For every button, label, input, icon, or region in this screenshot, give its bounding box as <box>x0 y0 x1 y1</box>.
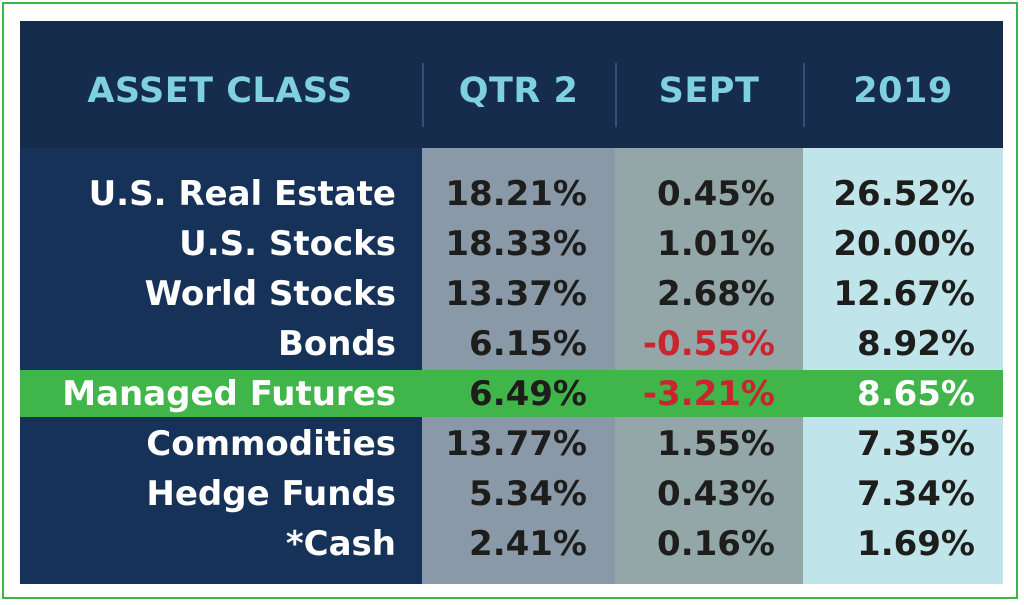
asset-class-cell: Managed Futures <box>62 374 396 414</box>
highlight-row-band <box>20 370 1003 417</box>
asset-class-cell: U.S. Stocks <box>179 224 396 264</box>
sept-cell: 2.68% <box>657 274 775 314</box>
y2019-cell: 7.34% <box>857 474 975 514</box>
y2019-cell: 7.35% <box>857 424 975 464</box>
sept-cell: 1.01% <box>657 224 775 264</box>
qtr2-column-bg <box>422 148 615 584</box>
sept-cell: 0.16% <box>657 524 775 564</box>
qtr2-cell: 6.15% <box>469 324 587 364</box>
qtr2-cell: 5.34% <box>469 474 587 514</box>
sept-cell: 0.45% <box>657 174 775 214</box>
label-column-bg <box>20 148 422 584</box>
header-qtr2: QTR 2 <box>458 71 579 111</box>
header-divider <box>615 63 617 127</box>
y2019-column-bg <box>803 148 1003 584</box>
qtr2-cell: 6.49% <box>469 374 587 414</box>
y2019-cell: 8.92% <box>857 324 975 364</box>
asset-class-cell: U.S. Real Estate <box>88 174 396 214</box>
table-header <box>20 21 1003 148</box>
qtr2-cell: 18.33% <box>445 224 587 264</box>
outer-frame <box>2 2 1018 599</box>
returns-table: ASSET CLASS QTR 2 SEPT 2019 U.S. Real Es… <box>20 21 1003 584</box>
header-divider <box>803 63 805 127</box>
asset-class-cell: World Stocks <box>144 274 396 314</box>
sept-column-bg <box>615 148 803 584</box>
y2019-cell: 8.65% <box>857 374 975 414</box>
qtr2-cell: 13.37% <box>445 274 587 314</box>
asset-class-cell: Hedge Funds <box>146 474 396 514</box>
sept-cell: 1.55% <box>657 424 775 464</box>
sept-cell: -3.21% <box>642 374 775 414</box>
header-divider <box>422 63 424 127</box>
qtr2-cell: 2.41% <box>469 524 587 564</box>
sept-cell: -0.55% <box>642 324 775 364</box>
y2019-cell: 26.52% <box>833 174 975 214</box>
header-asset-class: ASSET CLASS <box>87 71 353 111</box>
qtr2-cell: 13.77% <box>445 424 587 464</box>
y2019-cell: 12.67% <box>833 274 975 314</box>
y2019-cell: 1.69% <box>857 524 975 564</box>
header-sept: SEPT <box>658 71 760 111</box>
asset-class-cell: Commodities <box>146 424 396 464</box>
sept-cell: 0.43% <box>657 474 775 514</box>
asset-class-cell: Bonds <box>277 324 396 364</box>
qtr2-cell: 18.21% <box>445 174 587 214</box>
header-2019: 2019 <box>853 71 953 111</box>
y2019-cell: 20.00% <box>833 224 975 264</box>
asset-class-cell: *Cash <box>285 524 396 564</box>
